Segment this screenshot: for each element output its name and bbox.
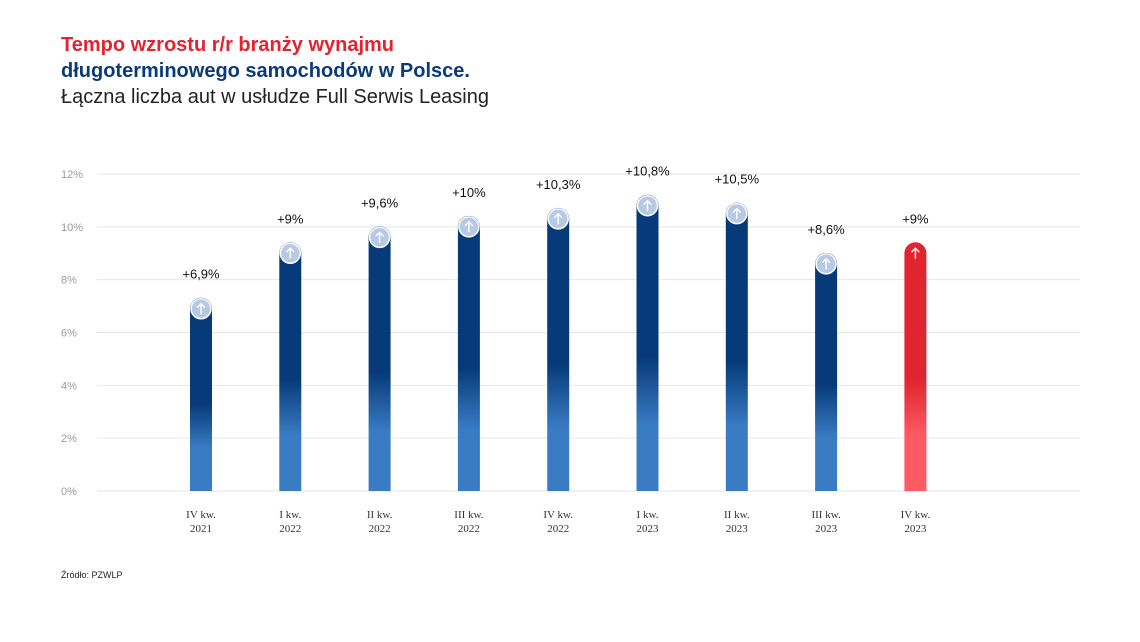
arrow-up-icon [190, 297, 212, 320]
x-tick-label: 2022 [547, 523, 569, 535]
bar [815, 252, 838, 491]
x-tick-label: 2023 [815, 523, 838, 535]
x-tick-label: I kw. [279, 509, 301, 521]
x-tick-label: 2021 [190, 523, 212, 535]
arrow-up-icon [547, 208, 569, 230]
data-label: +10% [452, 185, 486, 200]
y-tick-label: 8% [61, 275, 77, 287]
bar [368, 226, 391, 491]
arrow-up-icon [911, 247, 920, 259]
bars: +6,9% IV kw. 2021 +9% I kw. 2022 +9,6% II kw. 20… [182, 164, 930, 535]
data-label: +9,6% [361, 195, 399, 210]
y-tick-label: 12% [61, 169, 83, 181]
x-tick-label: 2023 [637, 523, 660, 535]
x-tick-label: I kw. [637, 509, 659, 521]
arrow-up-icon [726, 202, 748, 225]
arrow-up-icon [279, 242, 302, 264]
chart-header: Tempo wzrostu r/r branży wynajmu długote… [61, 32, 489, 110]
data-label: +10,8% [625, 164, 670, 179]
y-tick-label: 10% [61, 222, 83, 234]
bar [190, 297, 212, 491]
x-tick-label: IV kw. [186, 509, 216, 521]
y-tick-label: 4% [61, 380, 77, 392]
data-label: +8,6% [807, 222, 845, 237]
arrow-up-icon [368, 226, 391, 249]
x-tick-label: III kw. [811, 509, 840, 521]
x-tick-label: 2022 [369, 523, 391, 535]
bar [279, 242, 302, 491]
arrow-up-icon [636, 194, 659, 217]
chart-title-line-1: Tempo wzrostu r/r branży wynajmu [61, 34, 395, 56]
bar [547, 207, 570, 492]
chart-subtitle: Łączna liczba aut w usłudze Full Serwis … [61, 86, 489, 108]
x-tick-label: II kw. [367, 509, 393, 521]
x-tick-label: IV kw. [901, 509, 931, 521]
data-label: +6,9% [182, 267, 220, 282]
chart-title-line-2: długoterminowego samochodów w Polsce. [61, 60, 470, 82]
arrow-up-icon [458, 216, 480, 238]
x-tick-label: II kw. [724, 509, 750, 521]
x-tick-label: 2022 [279, 523, 301, 535]
bar [457, 215, 480, 492]
x-tick-label: IV kw. [543, 509, 573, 521]
bar [636, 194, 659, 491]
data-label: +10,5% [715, 172, 760, 187]
bar [725, 202, 748, 492]
y-tick-label: 6% [61, 328, 77, 340]
x-tick-label: 2023 [726, 523, 749, 535]
y-tick-label: 0% [61, 486, 77, 498]
data-label: +9% [277, 211, 304, 226]
x-tick-label: III kw. [454, 509, 483, 521]
arrow-up-icon [815, 253, 837, 275]
source-note: Źródło: PZWLP [61, 570, 123, 580]
x-tick-label: 2022 [458, 523, 480, 535]
data-label: +10,3% [536, 177, 581, 192]
data-label: +9% [902, 211, 929, 226]
y-tick-label: 2% [61, 433, 77, 445]
bar [904, 242, 927, 491]
x-tick-label: 2023 [904, 523, 927, 535]
